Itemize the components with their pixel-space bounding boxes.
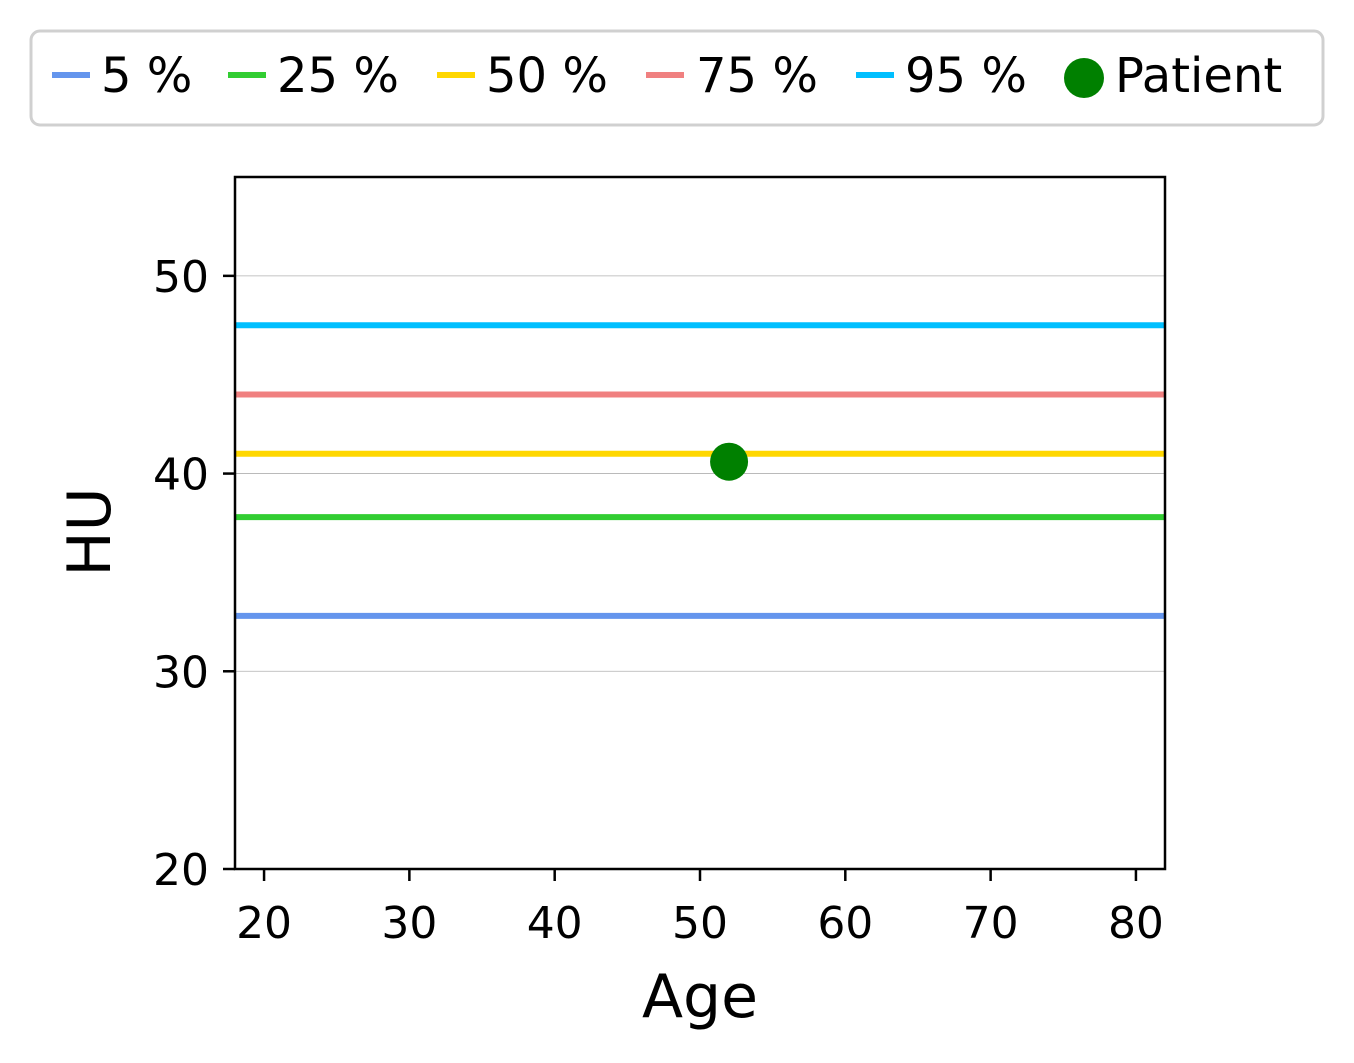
legend-label: Patient: [1115, 48, 1282, 104]
y-tick-label: 40: [153, 450, 209, 501]
x-tick-label: 60: [817, 898, 873, 949]
x-tick-label: 50: [672, 898, 728, 949]
x-axis: 20 30 40 50 60 70 80: [236, 869, 1164, 949]
legend-label: 25 %: [277, 48, 399, 104]
x-tick-label: 20: [236, 898, 292, 949]
legend-label: 50 %: [486, 48, 608, 104]
data-points: [710, 442, 749, 481]
legend-label: 5 %: [101, 48, 192, 104]
y-tick-label: 50: [153, 252, 209, 303]
y-tick-label: 20: [153, 845, 209, 896]
y-axis-title: HU: [55, 487, 125, 576]
x-tick-label: 40: [527, 898, 583, 949]
y-axis: 20 30 40 50: [153, 252, 235, 896]
x-tick-label: 70: [963, 898, 1019, 949]
x-tick-label: 80: [1108, 898, 1164, 949]
patient-point: [710, 442, 749, 481]
legend-marker: [1064, 58, 1104, 98]
legend-label: 95 %: [905, 48, 1027, 104]
y-tick-label: 30: [153, 647, 209, 698]
x-axis-title: Age: [642, 962, 758, 1032]
x-tick-label: 30: [381, 898, 437, 949]
series-lines: [235, 322, 1165, 619]
plot-frame: [233, 175, 1167, 871]
legend: 5 % 25 % 50 % 75 % 95 % Patient: [29, 29, 1325, 127]
grid: [235, 275, 1165, 672]
legend-label: 75 %: [696, 48, 818, 104]
